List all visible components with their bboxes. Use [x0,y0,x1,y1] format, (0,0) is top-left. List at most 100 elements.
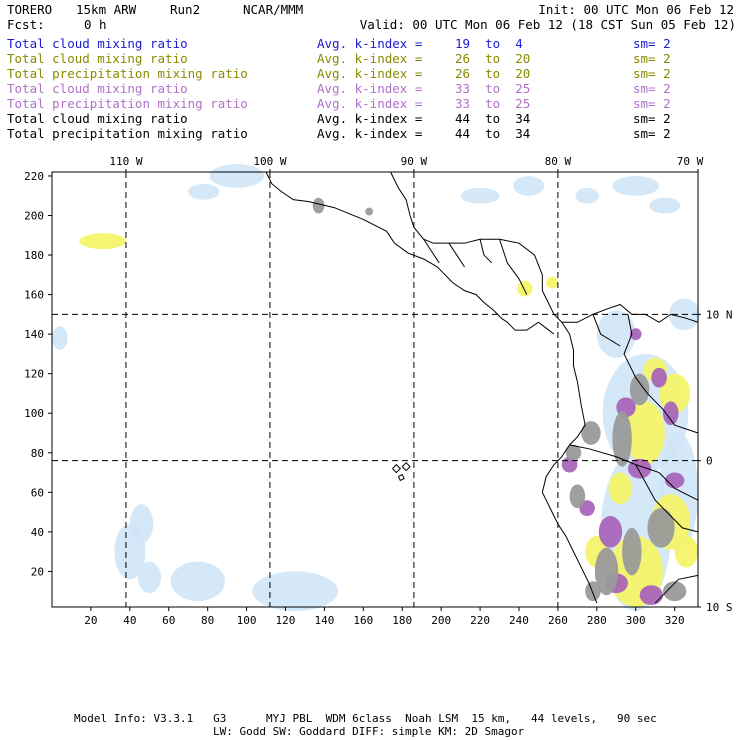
legend-smoothing: sm= 2 [633,36,671,51]
field-blob [608,472,632,505]
field-blob [626,401,665,465]
x-tick-label: 180 [392,614,412,627]
legend-k-range: 33 to 25 [455,81,531,96]
field-blob [612,175,660,196]
field-blob [647,508,675,548]
coastline [623,314,699,434]
x-tick-label: 60 [162,614,175,627]
legend-smoothing: sm= 2 [633,111,671,126]
legend-smoothing: sm= 2 [633,66,671,81]
legend-k-label: Avg. k-index = [317,81,423,96]
y-tick-label: 160 [24,289,44,302]
legend-row: Total precipitation mixing ratio Avg. k-i… [7,96,737,111]
model-org: NCAR/MMM [243,2,304,17]
field-blob [188,183,220,200]
field-blob [674,535,699,568]
init-time: Init: 00 UTC Mon 06 Feb 12 [538,2,734,17]
legend-k-range: 44 to 34 [455,126,531,141]
y-tick-label: 80 [31,447,44,460]
field-blob [252,571,339,611]
coastline [397,473,405,482]
legend-field-name: Total cloud mixing ratio [7,51,188,66]
x-tick-label: 120 [276,614,296,627]
footer-physics: LW: Godd SW: Goddard DIFF: simple KM: 2D… [213,725,525,738]
field-blob [598,516,623,548]
legend-row: Total cloud mixing ratio Avg. k-index = 19… [7,36,737,51]
x-tick-label: 240 [509,614,529,627]
coastline [392,463,401,474]
field-blob [517,280,533,297]
field-blob [664,472,685,489]
coastline [448,242,465,268]
lat-label: 10 S [706,601,733,614]
field-blob [569,484,586,509]
legend-row: Total cloud mixing ratio Avg. k-index = 33… [7,81,737,96]
field-blob [594,547,619,596]
x-tick-label: 100 [237,614,257,627]
legend-k-label: Avg. k-index = [317,36,423,51]
legend-field-name: Total precipitation mixing ratio [7,66,248,81]
y-tick-label: 100 [24,407,44,420]
model-name: TORERO [7,2,53,17]
model-run: Run2 [170,2,201,17]
legend-field-name: Total precipitation mixing ratio [7,96,248,111]
legend-smoothing: sm= 2 [633,126,671,141]
legend-smoothing: sm= 2 [633,51,671,66]
x-tick-label: 320 [665,614,685,627]
field-blob [513,175,545,196]
legend-smoothing: sm= 2 [633,96,671,111]
legend-k-range: 26 to 20 [455,51,531,66]
legend-field-name: Total cloud mixing ratio [7,81,188,96]
x-tick-label: 20 [84,614,97,627]
field-blob [52,326,68,350]
y-tick-label: 140 [24,328,44,341]
field-blob [629,328,642,341]
field-blob [629,373,650,406]
field-blob [639,585,663,606]
x-tick-label: 40 [123,614,136,627]
field-blob [209,164,265,188]
y-tick-label: 120 [24,368,44,381]
coastline [401,461,411,472]
lon-label: 110 W [109,155,142,168]
legend-row: Total cloud mixing ratio Avg. k-index = 26… [7,51,737,66]
field-blob [575,187,599,204]
field-blob [365,207,374,216]
field-blob [312,197,325,214]
legend-k-range: 44 to 34 [455,111,531,126]
coastline [635,464,699,533]
lon-label: 80 W [545,155,572,168]
model-resolution: 15km ARW [76,2,137,17]
x-tick-label: 200 [431,614,451,627]
lon-label: 90 W [401,155,428,168]
coastline [423,238,440,264]
legend-k-label: Avg. k-index = [317,66,423,81]
legend-smoothing: sm= 2 [633,81,671,96]
field-blob [649,197,681,214]
x-tick-label: 160 [353,614,373,627]
coastline [499,239,528,295]
lon-label: 100 W [253,155,286,168]
map-frame [51,171,699,608]
x-tick-label: 300 [626,614,646,627]
valid-time: Valid: 00 UTC Mon 06 Feb 12 (18 CST Sun … [359,17,736,32]
field-blob [662,581,687,602]
legend-row: Total precipitation mixing ratio Avg. k-i… [7,126,737,141]
coastline [654,574,699,604]
field-blob [581,421,601,445]
field-blob [612,411,632,467]
y-tick-label: 60 [31,486,44,499]
field-blob [622,527,642,576]
y-tick-label: 180 [24,249,44,262]
weather-map: 20 40 60 80 100 120 140 160 180 200 220 240 260 280 30… [24,155,733,627]
x-tick-label: 80 [201,614,214,627]
forecast-hour: 0 h [84,17,107,32]
field-blob [585,581,601,602]
field-blob [137,561,161,594]
x-tick-label: 280 [587,614,607,627]
coastline [479,239,493,264]
legend-field-name: Total cloud mixing ratio [7,36,188,51]
legend-row: Total cloud mixing ratio Avg. k-index = 44… [7,111,737,126]
legend-row: Total precipitation mixing ratio Avg. k-i… [7,66,737,81]
coastline [390,171,699,323]
